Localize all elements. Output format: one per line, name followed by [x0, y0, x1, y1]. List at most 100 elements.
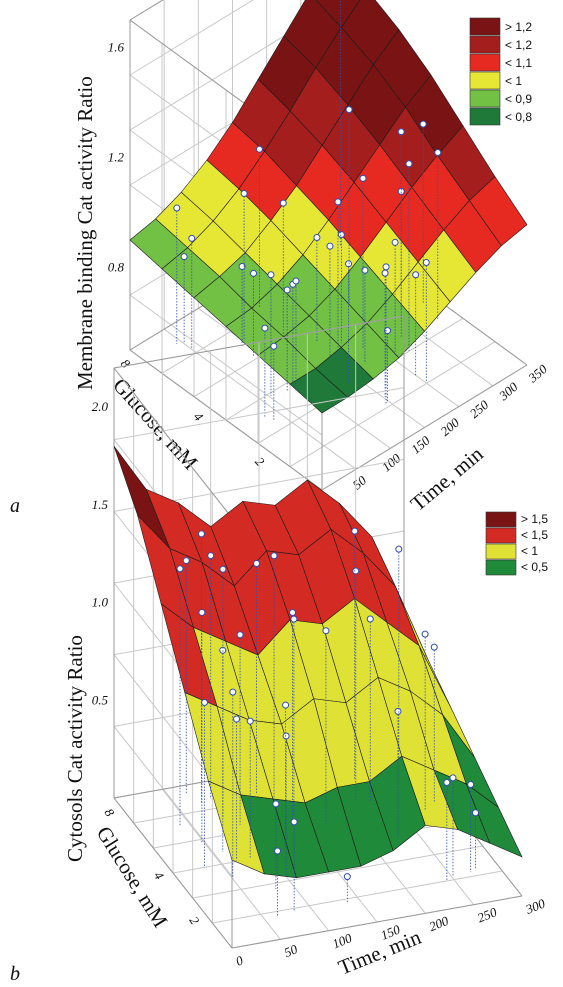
- legend-swatch: [485, 559, 517, 576]
- data-point: [289, 608, 297, 616]
- data-point: [233, 715, 241, 723]
- legend-swatch: [485, 543, 517, 560]
- z-tick-label: 1.2: [108, 150, 125, 165]
- z-tick-label: 1.5: [92, 497, 109, 512]
- data-point: [270, 552, 278, 560]
- legend-swatch: [469, 53, 501, 72]
- panel-a: 0501001502002503003502480.81.21.6 Membra…: [10, 0, 550, 517]
- data-point: [467, 780, 475, 788]
- z-tick-label: 2.0: [92, 399, 109, 414]
- data-point: [352, 567, 360, 575]
- grid-line: [113, 387, 405, 441]
- legend-swatch: [469, 35, 501, 54]
- data-point: [236, 631, 244, 639]
- data-point: [359, 174, 367, 182]
- data-point: [197, 530, 205, 538]
- panel-a-label: a: [10, 495, 20, 517]
- y-tick-label: 2: [186, 914, 202, 928]
- data-point: [240, 190, 248, 198]
- x-tick-label: 100: [330, 930, 354, 951]
- data-point: [283, 286, 291, 294]
- legend-label: < 1: [521, 544, 538, 558]
- data-point: [180, 253, 188, 261]
- data-point: [176, 565, 184, 573]
- data-point: [351, 527, 359, 535]
- data-point: [395, 545, 403, 553]
- x-tick-label: 200: [437, 415, 462, 439]
- y-tick-label: 8: [101, 806, 117, 820]
- data-point: [270, 342, 278, 350]
- legend-swatch: [485, 527, 517, 544]
- data-point: [394, 707, 402, 715]
- data-point: [207, 552, 215, 560]
- legend-label: < 1,2: [505, 38, 532, 52]
- data-point: [430, 643, 438, 651]
- data-point: [255, 145, 263, 153]
- data-point: [188, 234, 196, 242]
- legend-label: > 1,5: [521, 512, 548, 526]
- y-tick-label: 4: [151, 869, 167, 883]
- data-point: [253, 559, 261, 567]
- x-tick-label: 250: [467, 397, 492, 421]
- data-point: [419, 120, 427, 128]
- data-point: [238, 262, 246, 270]
- legend-swatch: [469, 89, 501, 108]
- legend-swatch: [469, 71, 501, 90]
- data-point: [229, 688, 237, 696]
- data-point: [322, 627, 330, 635]
- data-point: [471, 809, 479, 817]
- data-point: [182, 557, 190, 565]
- grid-line: [129, 0, 254, 76]
- x-tick-label: 50: [350, 472, 370, 492]
- data-point: [334, 198, 342, 206]
- x-tick-label: 150: [379, 921, 403, 942]
- frame-edge: [113, 367, 233, 519]
- y-tick-label: 8: [118, 356, 134, 371]
- data-point: [337, 231, 345, 239]
- legend-label: < 0,8: [505, 110, 532, 124]
- data-point: [381, 269, 389, 277]
- x-tick-label: 50: [282, 941, 300, 960]
- y-tick-label: 2: [252, 454, 268, 469]
- legend-label: < 1: [505, 74, 522, 88]
- data-point: [292, 277, 300, 285]
- data-point: [434, 148, 442, 156]
- legend-label: < 1,1: [505, 56, 532, 70]
- data-point: [272, 800, 280, 808]
- legend-label: > 1,2: [505, 20, 532, 34]
- data-point: [382, 263, 390, 271]
- data-point: [282, 732, 290, 740]
- x-tick-label: 200: [427, 913, 451, 934]
- data-point: [282, 701, 290, 709]
- data-point: [261, 324, 269, 332]
- legend-label: < 1,5: [521, 528, 548, 542]
- x-tick-label: 0: [234, 952, 246, 969]
- data-point: [279, 199, 287, 207]
- data-point: [443, 779, 451, 787]
- data-point: [219, 565, 227, 573]
- data-point: [326, 242, 334, 250]
- legend-swatch: [469, 17, 501, 36]
- data-point: [422, 259, 430, 267]
- frame-edge: [113, 315, 405, 369]
- data-point: [449, 774, 457, 782]
- legend-label: < 0,9: [505, 92, 532, 106]
- frame-edge: [231, 895, 523, 949]
- panel-b-zlabel: Cytosols Cat activity Ratio: [63, 635, 87, 862]
- z-tick-label: 0.8: [108, 260, 125, 275]
- data-point: [397, 187, 405, 195]
- data-point: [405, 160, 413, 168]
- panel-b-legend: > 1,5 < 1,5 < 1 < 0,5: [485, 511, 548, 576]
- z-tick-label: 0.5: [92, 692, 109, 707]
- data-point: [173, 204, 181, 212]
- data-point: [267, 271, 275, 279]
- x-tick-label: 150: [408, 432, 433, 456]
- data-point: [201, 698, 209, 706]
- panel-b-surface: [113, 446, 523, 917]
- data-point: [366, 615, 374, 623]
- z-tick-label: 1.0: [92, 595, 109, 610]
- x-tick-label: 300: [523, 895, 548, 917]
- x-tick-label: 100: [379, 450, 404, 474]
